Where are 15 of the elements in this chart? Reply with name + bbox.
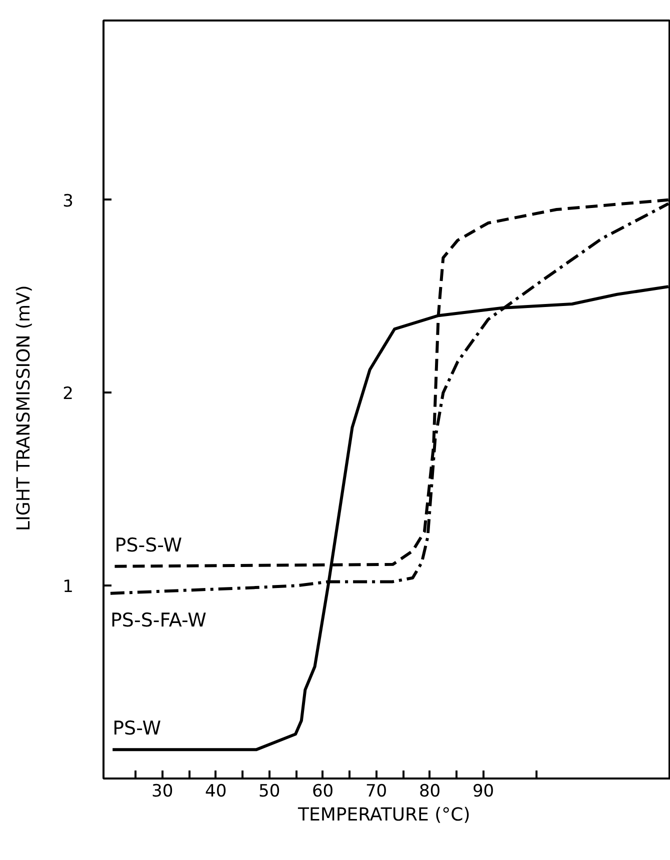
series-label: PS-W — [112, 718, 162, 740]
series-label: PS-S-FA-W — [110, 609, 207, 632]
y-tick-label: 1 — [62, 577, 74, 598]
y-tick-label: 3 — [62, 191, 74, 212]
x-tick-label: 50 — [258, 782, 280, 802]
x-tick-label: 60 — [312, 782, 334, 802]
x-tick-label: 70 — [365, 782, 388, 802]
x-tick-label: 30 — [152, 782, 174, 802]
series-label: PS-S-W — [114, 534, 182, 556]
y-tick-label: 2 — [62, 384, 74, 404]
y-axis-title: LIGHT TRANSMISSION (mV) — [14, 285, 35, 531]
x-axis-title: TEMPERATURE (°C) — [297, 804, 470, 826]
x-tick-label: 40 — [205, 782, 227, 802]
x-tick-label: 90 — [472, 782, 494, 802]
x-tick-label: 80 — [418, 782, 441, 802]
